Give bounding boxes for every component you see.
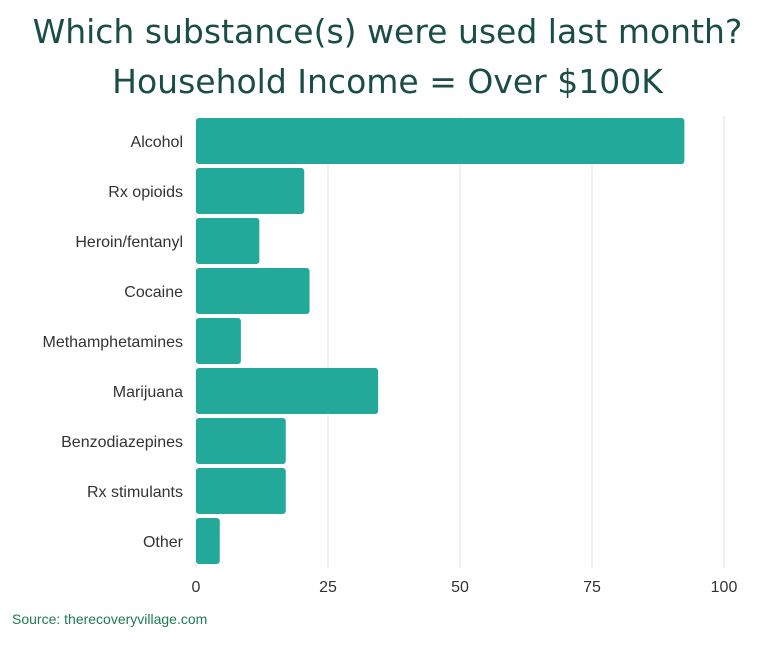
bar-other (196, 518, 220, 564)
source-credit: Source: therecoveryvillage.com (12, 611, 208, 627)
bar-methamphetamines (196, 318, 241, 364)
category-label: Heroin/fentanyl (75, 234, 183, 251)
x-tick-label: 75 (583, 579, 601, 596)
bar-heroin-fentanyl (196, 218, 260, 264)
category-labels: Alcohol Rx opioids Heroin/fentanyl Cocaine M… (42, 134, 183, 551)
category-label: Rx opioids (108, 184, 183, 201)
x-tick-label: 100 (711, 579, 738, 596)
chart-title-line-2: Household Income = Over $100K (112, 62, 663, 101)
bar-benzodiazepines (196, 418, 286, 464)
bar-cocaine (196, 268, 310, 314)
category-label: Other (143, 534, 184, 551)
bar-marijuana (196, 368, 379, 414)
category-label: Marijuana (113, 384, 183, 401)
bar-alcohol (196, 118, 685, 164)
chart-title-line-1: Which substance(s) were used last month? (32, 12, 743, 51)
category-label: Alcohol (131, 134, 183, 151)
category-label: Cocaine (124, 284, 183, 301)
x-tick-label: 50 (451, 579, 469, 596)
category-label: Methamphetamines (42, 334, 183, 351)
x-tick-labels: 0 25 50 75 100 (192, 579, 738, 596)
bar-rx-stimulants (196, 468, 286, 514)
category-label: Benzodiazepines (61, 434, 183, 451)
bars (196, 118, 685, 564)
category-label: Rx stimulants (87, 484, 183, 501)
x-tick-label: 0 (192, 579, 201, 596)
bar-rx-opioids (196, 168, 305, 214)
x-tick-label: 25 (319, 579, 337, 596)
